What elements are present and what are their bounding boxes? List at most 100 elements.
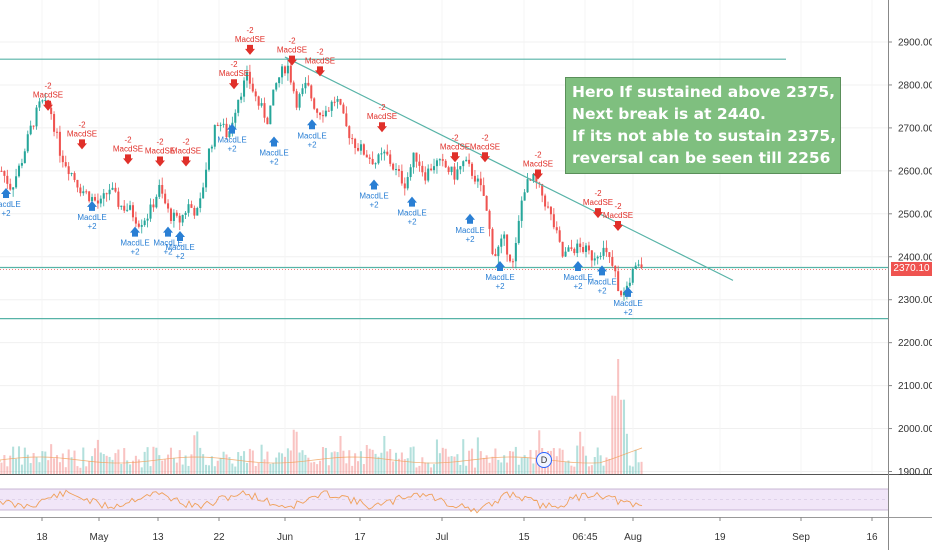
- volume-bar: [245, 462, 248, 474]
- volume-bar: [108, 456, 111, 474]
- candle-body: [392, 163, 395, 170]
- candle-body: [403, 183, 406, 189]
- candle-body: [567, 247, 570, 252]
- volume-bar: [520, 457, 523, 474]
- candle-body: [178, 215, 181, 223]
- candle-body: [275, 83, 278, 90]
- volume-bar: [196, 431, 199, 474]
- buy-arrow-icon: [623, 286, 633, 297]
- buy-count: +2: [307, 140, 317, 149]
- volume-bar: [6, 466, 9, 474]
- sell-count: -2: [156, 138, 164, 147]
- volume-bar: [491, 456, 494, 474]
- volume-bar: [433, 464, 436, 474]
- buy-arrow-icon: [1, 188, 11, 199]
- candle-body: [608, 252, 611, 258]
- candle-body: [506, 234, 509, 255]
- candle-body: [251, 83, 254, 92]
- buy-label: MacdLE: [0, 200, 21, 209]
- volume-bar: [380, 452, 383, 474]
- volume-bar: [608, 458, 611, 474]
- time-tick-label: 16: [866, 532, 878, 543]
- volume-bar: [0, 462, 3, 474]
- candle-body: [532, 174, 535, 181]
- buy-label: MacdLE: [217, 136, 246, 145]
- volume-bar: [506, 462, 509, 474]
- candle-body: [169, 208, 173, 221]
- candle-body: [345, 113, 348, 127]
- volume-bar: [321, 447, 324, 474]
- sell-label: MacdSE: [603, 211, 633, 220]
- candle-body: [339, 98, 342, 105]
- sell-count: -2: [44, 82, 52, 91]
- price-tick-label: 2700.00: [898, 123, 932, 134]
- volume-bar: [614, 395, 617, 474]
- volume-bar: [620, 399, 623, 474]
- sell-label: MacdSE: [113, 144, 143, 153]
- volume-bar: [415, 467, 418, 474]
- candle-body: [82, 191, 85, 194]
- volume-bar: [85, 466, 88, 474]
- candle-body: [362, 144, 365, 155]
- buy-label: MacdLE: [259, 148, 288, 157]
- candle-body: [351, 138, 354, 140]
- sell-signals: -2MacdSE-2MacdSE-2MacdSE-2MacdSE-2MacdSE…: [33, 26, 633, 231]
- volume-bar: [447, 456, 450, 474]
- volume-bar: [169, 447, 173, 474]
- buy-arrow-icon: [175, 230, 185, 241]
- volume-bar: [96, 439, 99, 474]
- candle-body: [17, 165, 21, 177]
- volume-bar: [605, 457, 608, 474]
- buy-count: +2: [407, 218, 417, 227]
- candle-body: [73, 173, 76, 180]
- candle-body: [310, 85, 313, 99]
- volume-bar: [12, 446, 15, 474]
- volume-bar: [263, 459, 266, 474]
- candle-body: [35, 107, 38, 127]
- candle-body: [175, 212, 178, 216]
- buy-count: +2: [1, 209, 11, 218]
- candle-body: [631, 268, 634, 283]
- candle-body: [161, 184, 164, 194]
- volume-bar: [371, 449, 374, 474]
- buy-count: +2: [623, 308, 633, 317]
- candle-body: [38, 101, 41, 108]
- volume-bar: [307, 457, 310, 474]
- candle-body: [500, 238, 503, 247]
- volume-bar: [430, 467, 433, 474]
- candle-body: [164, 193, 167, 204]
- volume-bar: [418, 465, 421, 474]
- buy-label: MacdLE: [120, 239, 149, 248]
- candle-body: [438, 159, 441, 161]
- buy-label: MacdLE: [587, 277, 616, 286]
- candle-body: [199, 198, 202, 208]
- candle-body: [219, 124, 222, 126]
- time-tick-label: 13: [152, 532, 164, 543]
- volume-bar: [622, 399, 626, 474]
- volume-bar: [161, 460, 164, 474]
- volume-bar: [140, 467, 143, 474]
- candle-body: [143, 220, 146, 226]
- volume-bar: [58, 462, 61, 474]
- candle-body: [137, 223, 140, 227]
- sell-label: MacdSE: [305, 56, 335, 65]
- volume-bar: [35, 457, 38, 474]
- dividend-badge[interactable]: D: [536, 452, 552, 468]
- candle-body: [395, 169, 398, 171]
- candle-body: [126, 209, 129, 211]
- note-line-2: Next break is at 2440.: [572, 105, 766, 123]
- volume-bar: [327, 465, 330, 474]
- candle-body: [205, 169, 208, 188]
- volume-bar: [316, 464, 319, 474]
- candle-body: [216, 125, 219, 127]
- volume-bar: [79, 467, 82, 474]
- candle-body: [245, 71, 248, 81]
- sell-arrow-icon: [77, 139, 87, 150]
- volume-bar: [310, 462, 313, 474]
- time-tick-label: 19: [714, 532, 726, 543]
- volume-bar: [29, 463, 32, 474]
- candle-body: [368, 157, 371, 159]
- sell-label: MacdSE: [219, 69, 249, 78]
- sell-count: -2: [378, 103, 386, 112]
